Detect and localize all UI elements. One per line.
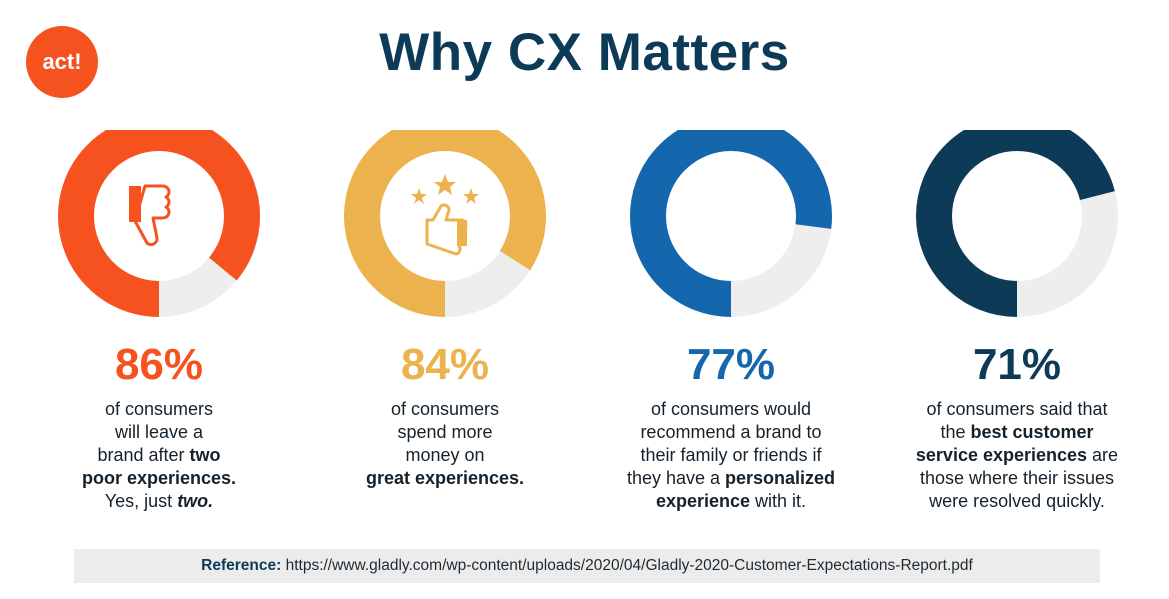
donut-chart-2	[344, 130, 546, 317]
donut-chart-4	[916, 130, 1118, 317]
reference-label: Reference:	[201, 557, 282, 574]
reference-bar: Reference: https://www.gladly.com/wp-con…	[74, 549, 1100, 583]
donut-arc-71	[916, 130, 1118, 317]
stat-percent-4: 71%	[972, 340, 1062, 389]
stat-description-4: of consumers said that the best customer s…	[915, 399, 1119, 511]
stat-description-1: of consumers will leave a brand after two p…	[81, 399, 237, 511]
stat-description-3: of consumers would recommend a brand to th…	[626, 399, 836, 511]
donut-arc-86	[58, 130, 260, 317]
stat-percent-3: 77%	[686, 340, 776, 389]
stat-percent-2: 84%	[400, 340, 490, 389]
thumbs-up-stars-icon	[411, 174, 479, 256]
donut-chart-3	[630, 130, 832, 317]
act-logo: act!	[11, 25, 98, 99]
stat-description-2: of consumers spend more money on great expe…	[365, 399, 525, 488]
page-title: Why CX Matters	[379, 23, 790, 82]
stat-percent-1: 86%	[114, 340, 204, 389]
thumbs-down-icon	[129, 184, 171, 246]
user-circle-icon	[689, 174, 773, 258]
donut-chart-1	[58, 130, 260, 317]
svg-text:act!: act!	[42, 49, 81, 74]
donut-arc-84	[344, 130, 546, 317]
donut-arc-77	[630, 130, 832, 317]
award-ribbon-icon	[987, 174, 1047, 260]
reference-url[interactable]: https://www.gladly.com/wp-content/upload…	[281, 557, 973, 574]
